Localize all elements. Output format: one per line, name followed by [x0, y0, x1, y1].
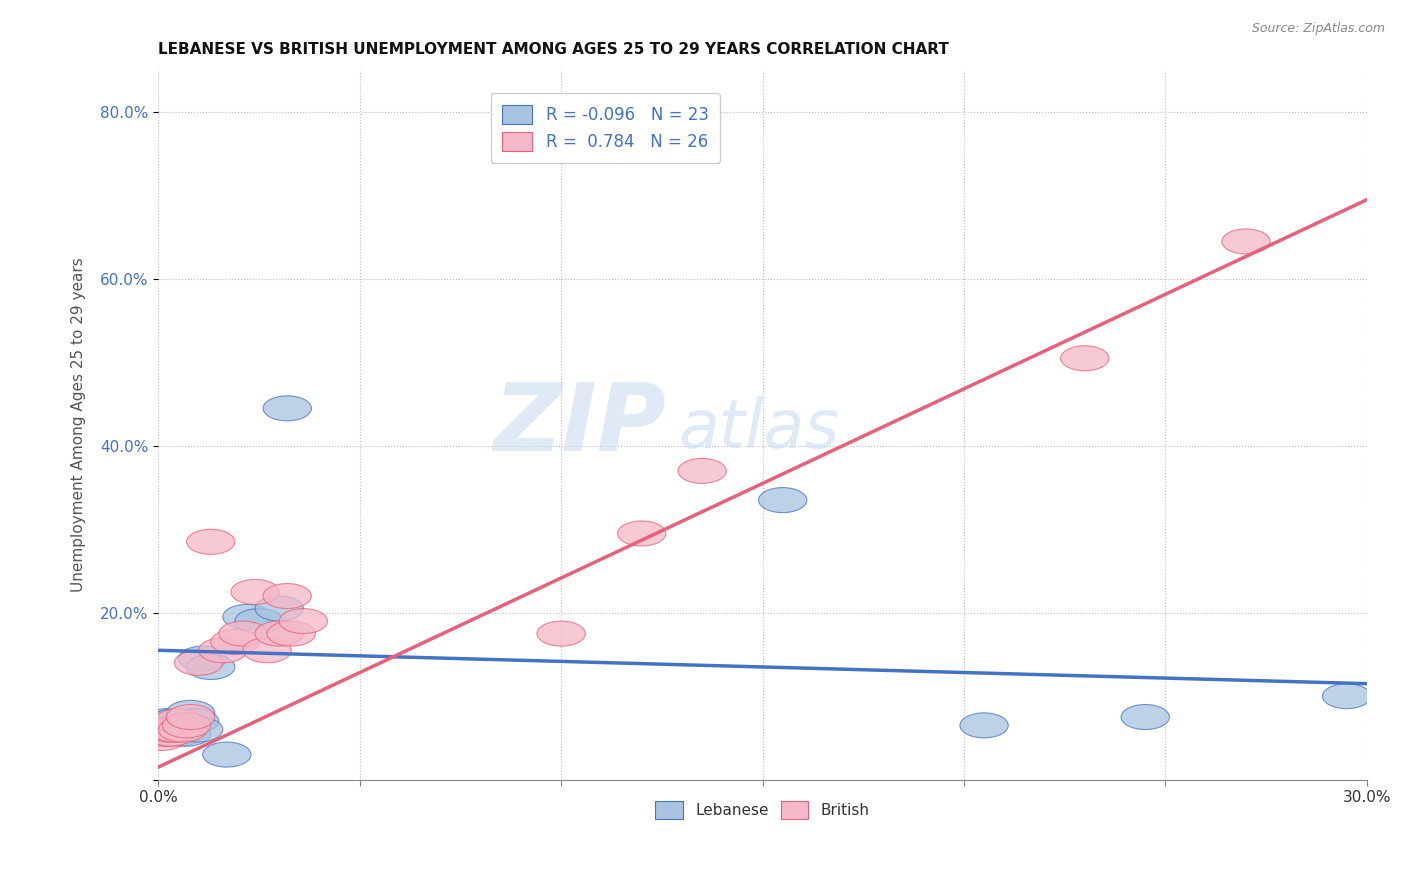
Text: LEBANESE VS BRITISH UNEMPLOYMENT AMONG AGES 25 TO 29 YEARS CORRELATION CHART: LEBANESE VS BRITISH UNEMPLOYMENT AMONG A… — [159, 42, 949, 57]
Text: Source: ZipAtlas.com: Source: ZipAtlas.com — [1251, 22, 1385, 36]
Text: atlas: atlas — [678, 395, 839, 461]
Y-axis label: Unemployment Among Ages 25 to 29 years: Unemployment Among Ages 25 to 29 years — [72, 258, 86, 592]
Text: ZIP: ZIP — [494, 379, 666, 471]
Legend: Lebanese, British: Lebanese, British — [650, 796, 876, 825]
